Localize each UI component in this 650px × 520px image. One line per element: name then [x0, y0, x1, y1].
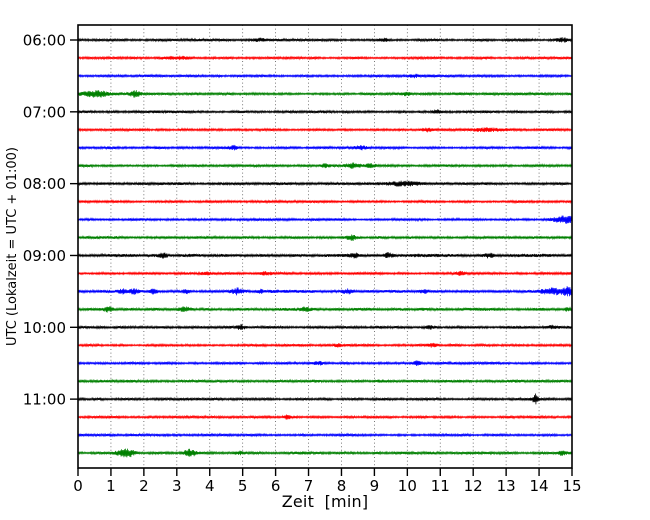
trace-11:30 — [78, 432, 572, 438]
x-tick-label: 14 — [530, 477, 549, 495]
trace-10:15 — [78, 342, 572, 348]
trace-rows — [78, 37, 572, 458]
x-axis-label: Zeit [min] — [281, 492, 369, 511]
trace-07:45 — [78, 162, 572, 169]
trace-11:00 — [78, 393, 572, 405]
x-tick-label: 8 — [337, 477, 347, 495]
trace-09:15 — [78, 270, 572, 276]
trace-09:45 — [78, 306, 572, 313]
plot-frame — [77, 24, 573, 469]
x-tick-label: 5 — [238, 477, 248, 495]
trace-07:00 — [78, 109, 572, 115]
trace-06:45 — [78, 90, 572, 98]
x-tick-label: 4 — [205, 477, 215, 495]
y-axis-ticks: 06:00 07:00 08:00 09:00 10:00 11:00 — [23, 32, 78, 409]
trace-11:45 — [78, 448, 572, 458]
trace-09:30 — [78, 286, 572, 297]
trace-09:00 — [78, 252, 572, 259]
trace-06:30 — [78, 73, 572, 79]
trace-07:30 — [78, 144, 572, 151]
x-tick-label: 2 — [139, 477, 149, 495]
x-tick-label: 1 — [106, 477, 116, 495]
x-tick-label: 10 — [398, 477, 417, 495]
y-axis-label: UTC (Lokalzeit = UTC + 01:00) — [5, 147, 20, 346]
x-tick-label: 9 — [370, 477, 380, 495]
x-tick-label: 3 — [172, 477, 182, 495]
trace-11:15 — [78, 414, 572, 420]
y-tick-label: 07:00 — [23, 103, 66, 121]
trace-08:30 — [78, 215, 572, 224]
y-tick-label: 08:00 — [23, 175, 66, 193]
x-tick-label: 13 — [497, 477, 516, 495]
trace-10:45 — [78, 378, 572, 384]
trace-08:15 — [78, 198, 572, 205]
x-tick-label: 15 — [562, 477, 581, 495]
y-tick-label: 10:00 — [23, 319, 66, 337]
trace-08:45 — [78, 234, 572, 241]
y-tick-label: 06:00 — [23, 32, 66, 50]
trace-06:00 — [78, 37, 572, 43]
trace-10:30 — [78, 360, 572, 366]
x-tick-label: 0 — [73, 477, 83, 495]
y-tick-label: 11:00 — [23, 391, 66, 409]
trace-07:15 — [78, 127, 572, 133]
y-tick-label: 09:00 — [23, 247, 66, 265]
x-axis-ticks: 0 1 2 3 4 5 6 7 8 9 10 11 12 13 14 15 — [73, 468, 582, 495]
x-tick-label: 11 — [431, 477, 450, 495]
trace-10:00 — [78, 323, 572, 330]
x-tick-label: 7 — [304, 477, 314, 495]
x-tick-label: 6 — [271, 477, 281, 495]
x-tick-label: 12 — [464, 477, 483, 495]
minute-gridlines — [110, 25, 540, 468]
trace-06:15 — [78, 55, 572, 61]
trace-08:00 — [78, 180, 572, 187]
